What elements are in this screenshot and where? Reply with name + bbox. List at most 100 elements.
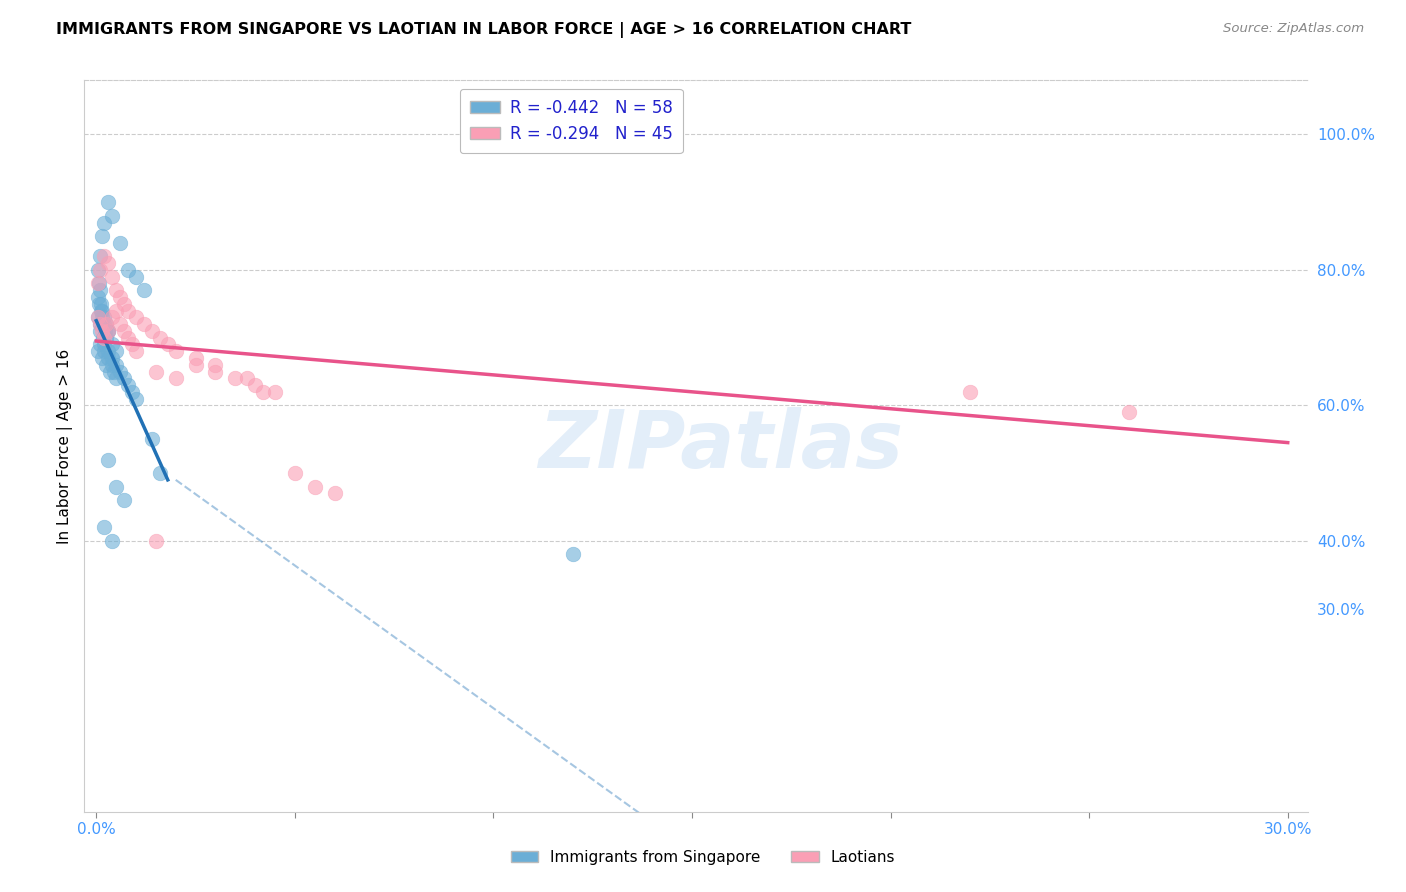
Point [284, 466, 307, 480]
Point [93, 249, 115, 263]
Point [184, 358, 207, 372]
Text: IMMIGRANTS FROM SINGAPORE VS LAOTIAN IN LABOR FORCE | AGE > 16 CORRELATION CHART: IMMIGRANTS FROM SINGAPORE VS LAOTIAN IN … [56, 22, 911, 38]
Point [96, 317, 118, 331]
Point [93, 331, 115, 345]
Point [87, 310, 110, 325]
Point [97, 195, 120, 210]
Point [141, 324, 163, 338]
Point [117, 331, 139, 345]
Point [224, 371, 246, 385]
Point [156, 337, 179, 351]
Point [117, 263, 139, 277]
Point [89, 317, 111, 331]
Y-axis label: In Labor Force | Age > 16: In Labor Force | Age > 16 [58, 349, 73, 543]
Point [101, 358, 124, 372]
Point [105, 344, 128, 359]
Point [87, 290, 110, 304]
Text: ZIPatlas: ZIPatlas [538, 407, 903, 485]
Point [93, 520, 115, 534]
Point [89, 249, 111, 263]
Point [101, 209, 124, 223]
Point [105, 283, 128, 297]
Point [125, 392, 148, 406]
Point [125, 310, 148, 325]
Point [87, 310, 110, 325]
Point [304, 480, 326, 494]
Point [117, 378, 139, 392]
Point [112, 371, 135, 385]
Point [93, 317, 115, 331]
Point [184, 351, 207, 365]
Point [97, 351, 120, 365]
Point [93, 337, 115, 351]
Point [117, 303, 139, 318]
Point [243, 378, 266, 392]
Point [101, 533, 124, 548]
Point [89, 297, 111, 311]
Point [101, 337, 124, 351]
Point [89, 337, 111, 351]
Legend: Immigrants from Singapore, Laotians: Immigrants from Singapore, Laotians [505, 844, 901, 871]
Point [149, 331, 172, 345]
Point [89, 324, 111, 338]
Point [101, 310, 124, 325]
Point [145, 364, 167, 378]
Point [89, 317, 111, 331]
Point [89, 277, 111, 291]
Legend: R = -0.442   N = 58, R = -0.294   N = 45: R = -0.442 N = 58, R = -0.294 N = 45 [460, 88, 682, 153]
Point [91, 351, 114, 365]
Point [97, 324, 120, 338]
Point [93, 310, 115, 325]
Point [125, 269, 148, 284]
Point [93, 215, 115, 229]
Point [121, 337, 143, 351]
Point [252, 384, 274, 399]
Point [165, 344, 187, 359]
Point [93, 344, 115, 359]
Point [93, 331, 115, 345]
Point [97, 344, 120, 359]
Point [105, 480, 128, 494]
Point [108, 317, 131, 331]
Point [1118, 405, 1140, 419]
Point [165, 371, 187, 385]
Point [112, 297, 135, 311]
Point [94, 324, 117, 338]
Point [132, 317, 155, 331]
Point [959, 384, 981, 399]
Point [125, 344, 148, 359]
Point [91, 324, 114, 338]
Point [105, 371, 128, 385]
Point [141, 432, 163, 446]
Text: Source: ZipAtlas.com: Source: ZipAtlas.com [1223, 22, 1364, 36]
Point [97, 256, 120, 270]
Point [101, 269, 124, 284]
Point [105, 358, 128, 372]
Point [561, 547, 583, 561]
Point [323, 486, 346, 500]
Point [97, 324, 120, 338]
Point [108, 235, 131, 250]
Point [204, 364, 226, 378]
Point [204, 358, 226, 372]
Point [103, 364, 125, 378]
Point [105, 303, 128, 318]
Point [121, 384, 143, 399]
Point [97, 452, 120, 467]
Point [97, 324, 120, 338]
Point [264, 384, 287, 399]
Point [91, 310, 114, 325]
Point [89, 263, 111, 277]
Point [91, 303, 114, 318]
Point [87, 277, 110, 291]
Point [91, 229, 114, 244]
Point [112, 493, 135, 508]
Point [108, 290, 131, 304]
Point [89, 283, 111, 297]
Point [96, 358, 118, 372]
Point [132, 283, 155, 297]
Point [96, 317, 118, 331]
Point [90, 297, 112, 311]
Point [87, 344, 110, 359]
Point [149, 466, 172, 480]
